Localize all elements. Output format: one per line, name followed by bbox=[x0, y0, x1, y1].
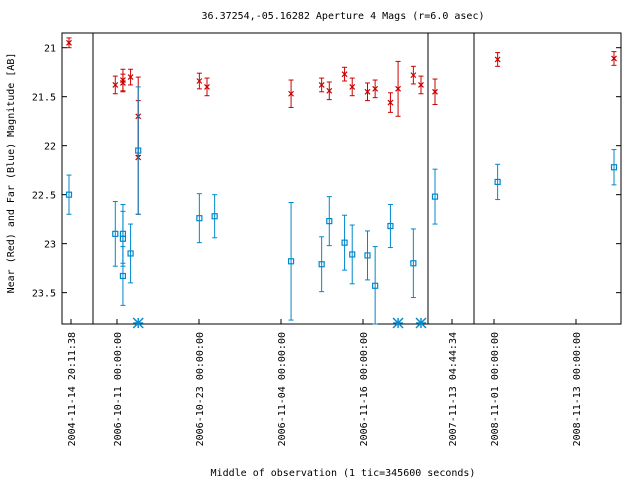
near-magnitude-point bbox=[395, 60, 401, 117]
near-magnitude-point bbox=[372, 79, 379, 99]
x-tick-label: 2007-11-13 04:44:34 bbox=[448, 332, 459, 446]
x-axis-label: Middle of observation (1 tic=345600 seco… bbox=[211, 468, 476, 479]
near-magnitude-point bbox=[349, 77, 356, 97]
far-magnitude-point bbox=[341, 214, 348, 271]
far-magnitude-point bbox=[387, 203, 394, 249]
near-magnitude-point bbox=[120, 68, 126, 92]
far-magnitude-point bbox=[119, 203, 127, 264]
near-magnitude-point bbox=[318, 77, 325, 93]
x-tick-label: 2006-11-04 00:00:00 bbox=[277, 332, 288, 446]
data-marks bbox=[65, 37, 618, 329]
near-magnitude-point bbox=[326, 81, 333, 101]
far-magnitude-point bbox=[494, 163, 501, 201]
x-axis-ticks: 2004-11-14 20:11:38 2006-10-11 00:00:00 20… bbox=[67, 319, 583, 446]
y-tick-label: 23.5 bbox=[32, 289, 56, 300]
far-magnitude-point bbox=[196, 193, 203, 244]
near-magnitude-point bbox=[341, 66, 348, 82]
x-tick-label: 2006-11-16 00:00:00 bbox=[359, 332, 370, 446]
near-magnitude-point bbox=[387, 92, 394, 113]
near-magnitude-point bbox=[432, 78, 438, 106]
far-magnitude-point bbox=[287, 202, 295, 321]
x-tick-label: 2004-11-14 20:11:38 bbox=[67, 332, 78, 446]
panel-frames bbox=[61, 32, 622, 325]
x-tick-label: 2006-10-23 00:00:00 bbox=[195, 332, 206, 446]
y-tick-label: 22 bbox=[44, 142, 56, 153]
far-magnitude-point bbox=[349, 224, 356, 285]
far-magnitude-point bbox=[127, 223, 134, 284]
near-magnitude-point bbox=[204, 77, 210, 97]
far-magnitude-point bbox=[364, 230, 371, 281]
far-magnitude-point bbox=[431, 168, 439, 225]
bottom-asterisk-marker bbox=[415, 317, 427, 329]
near-magnitude-point bbox=[410, 65, 417, 85]
far-magnitude-point bbox=[326, 196, 333, 247]
near-magnitude-point bbox=[112, 75, 119, 95]
near-magnitude-point bbox=[494, 52, 501, 67]
far-magnitude-point bbox=[135, 86, 142, 215]
far-magnitude-point bbox=[318, 236, 325, 293]
x-tick-label: 2008-11-13 00:00:00 bbox=[572, 332, 583, 446]
near-magnitude-point bbox=[196, 72, 203, 90]
far-magnitude-point bbox=[372, 246, 379, 325]
far-magnitude-point bbox=[65, 174, 73, 215]
near-magnitude-point bbox=[611, 51, 617, 66]
y-tick-label: 21.5 bbox=[32, 93, 56, 104]
y-tick-label: 23 bbox=[44, 240, 56, 251]
panel-frame-1 bbox=[61, 32, 94, 325]
x-tick-label: 2006-10-11 00:00:00 bbox=[113, 332, 124, 446]
y-axis-label: Near (Red) and Far (Blue) Magnitude [AB] bbox=[6, 53, 17, 294]
near-magnitude-point bbox=[66, 37, 72, 49]
y-axis-ticks: 21 21.5 22 22.5 23 23.5 bbox=[32, 44, 621, 300]
near-magnitude-point bbox=[127, 68, 134, 86]
panel-frame-4 bbox=[473, 32, 622, 325]
y-tick-label: 22.5 bbox=[32, 191, 56, 202]
panel-frame-2 bbox=[92, 32, 429, 325]
near-magnitude-point bbox=[288, 79, 294, 108]
far-magnitude-point bbox=[410, 228, 417, 299]
y-tick-label: 21 bbox=[44, 44, 56, 55]
bottom-asterisk-marker bbox=[392, 317, 404, 329]
near-magnitude-point bbox=[418, 75, 424, 95]
bottom-asterisk-marker bbox=[132, 317, 144, 329]
far-magnitude-point bbox=[112, 201, 119, 267]
near-magnitude-point bbox=[364, 82, 371, 102]
far-magnitude-point bbox=[610, 149, 618, 186]
far-magnitude-point bbox=[211, 194, 218, 239]
chart-title: 36.37254,-05.16282 Aperture 4 Mags (r=6.… bbox=[202, 11, 485, 22]
x-tick-label: 2008-11-01 00:00:00 bbox=[490, 332, 501, 446]
